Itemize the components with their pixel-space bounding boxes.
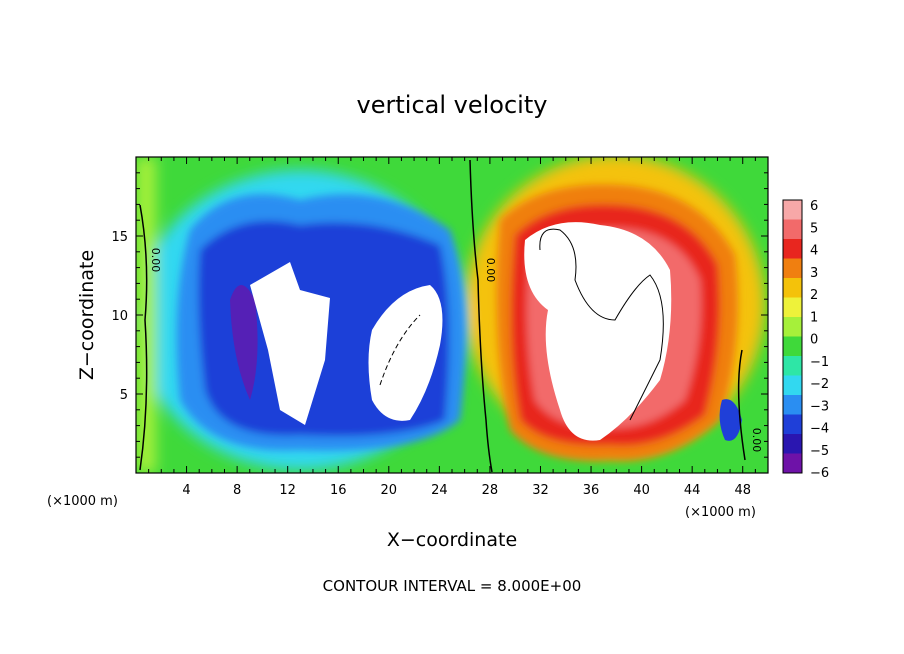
colorbar-tick-label: 5 — [810, 221, 818, 236]
x-tick-label: 28 — [482, 483, 499, 498]
colorbar-tick-label: −2 — [810, 377, 829, 392]
colorbar-swatch — [783, 356, 802, 376]
contour-label-right: 0.00 — [750, 428, 763, 453]
field-purple-left — [230, 285, 258, 400]
contour-interval-note: CONTOUR INTERVAL = 8.000E+00 — [323, 577, 582, 595]
y-tick-label: 15 — [111, 230, 128, 245]
y-axis-ticks: 5 10 15 — [111, 172, 768, 458]
x-tick-label: 24 — [431, 483, 448, 498]
y-tick-label: 5 — [120, 388, 128, 403]
x-tick-label: 32 — [532, 483, 549, 498]
colorbar-swatch — [783, 297, 802, 318]
colorbar-swatch — [783, 453, 802, 474]
field-white-right — [524, 222, 672, 441]
colorbar-swatch — [783, 336, 802, 357]
x-axis-label: X−coordinate — [387, 529, 517, 551]
field-contour-zero-left — [139, 204, 148, 471]
colorbar-frame — [782, 199, 803, 474]
x-tick-label: 4 — [182, 483, 190, 498]
x-tick-label: 12 — [279, 483, 296, 498]
x-tick-label: 48 — [734, 483, 751, 498]
field-blue-right-spot — [719, 399, 742, 441]
field-contour-dashed-mid — [379, 314, 421, 386]
colorbar-tick-label: 4 — [810, 244, 818, 259]
chart-title: vertical velocity — [357, 91, 548, 119]
field-contour-right — [539, 228, 664, 421]
contour-label-left: 0.00 — [149, 248, 162, 273]
x-tick-label: 36 — [583, 483, 600, 498]
colorbar-swatch — [783, 200, 802, 220]
colorbar-tick-label: 1 — [810, 310, 818, 325]
colorbar-swatch — [783, 414, 802, 435]
field-contour-zero-mid — [469, 159, 493, 473]
x-unit-right: (×1000 m) — [685, 505, 756, 520]
velocity-field — [136, 157, 768, 473]
field-contour-right-edge — [737, 349, 746, 461]
colorbar-swatch — [783, 258, 802, 279]
x-tick-label: 16 — [330, 483, 347, 498]
colorbar-tick-label: −5 — [810, 444, 829, 459]
colorbar-tick-label: −1 — [810, 355, 829, 370]
y-tick-label: 10 — [111, 309, 128, 324]
colorbar-tick-label: 2 — [810, 288, 818, 303]
x-axis-ticks: 4 8 12 16 20 24 28 32 36 40 44 48 — [148, 157, 756, 498]
x-tick-label: 44 — [684, 483, 701, 498]
colorbar-swatch — [783, 239, 802, 259]
x-unit-left: (×1000 m) — [47, 494, 118, 509]
colorbar-ticks: 6 5 4 3 2 1 0 −1 −2 −3 −4 −5 −6 — [810, 199, 829, 481]
x-tick-label: 20 — [381, 483, 398, 498]
colorbar-swatch — [783, 395, 802, 415]
colorbar-tick-label: 6 — [810, 199, 818, 214]
colorbar-tick-label: 0 — [810, 333, 818, 348]
colorbar-swatch — [783, 278, 802, 298]
colorbar-swatch — [783, 434, 802, 454]
field-white-left — [250, 262, 330, 425]
contour-label-mid: 0.00 — [484, 258, 497, 283]
field-white-mid — [368, 285, 443, 421]
colorbar-swatch — [783, 219, 802, 240]
x-tick-label: 8 — [233, 483, 241, 498]
colorbar-swatch — [783, 375, 802, 396]
colorbar-tick-label: −3 — [810, 399, 829, 414]
colorbar-tick-label: −6 — [810, 466, 829, 481]
y-axis-label: Z−coordinate — [76, 250, 98, 380]
colorbar-tick-label: 3 — [810, 266, 818, 281]
colorbar-swatch — [783, 317, 802, 337]
colorbar — [782, 199, 803, 474]
x-tick-label: 40 — [633, 483, 650, 498]
colorbar-tick-label: −4 — [810, 422, 829, 437]
